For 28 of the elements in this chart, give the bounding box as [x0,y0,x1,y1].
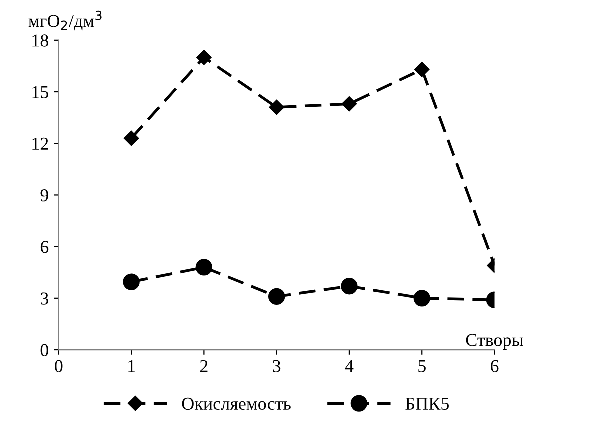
point [414,290,430,307]
legend-label: БПК5 [406,398,449,410]
point [196,259,213,276]
point [342,96,358,112]
y-tick-label: 18 [32,34,48,47]
point [269,100,284,116]
x-tick-label: 6 [491,360,499,372]
y-axis-title: мгO$_{2}$/дм$^{3}$ [28,10,102,31]
y-tick-label: 15 [32,86,48,98]
point [196,50,212,66]
point [341,278,358,295]
x-axis-title: Створы [466,334,524,350]
x-tick-label: 4 [345,360,354,372]
x-tick-label: 2 [200,360,208,372]
y-tick-label: 6 [40,241,49,254]
x-tick-label: 0 [55,360,63,372]
x-tick-label: 3 [273,360,281,372]
legend-label: Окисляемость [182,398,291,410]
point [124,130,140,146]
point [268,288,286,306]
point [414,62,430,78]
x-tick-label: 5 [418,360,426,372]
y-tick-label: 3 [41,292,48,305]
y-tick-label: 12 [32,138,48,150]
x-tick-label: 1 [128,360,135,372]
y-tick-label: 0 [40,344,48,356]
y-tick-label: 9 [40,190,48,202]
point [123,274,140,290]
